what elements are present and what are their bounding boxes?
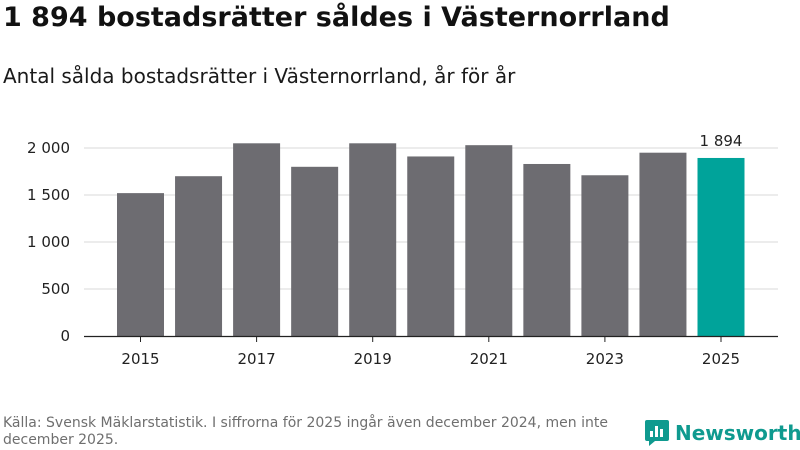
chart-title: 1 894 bostadsrätter såldes i Västernorrl… [3, 2, 670, 33]
axes: 0 500 1 000 1 500 2 000 2015 2017 2019 2021 2023 2… [27, 132, 778, 368]
y-tick-label: 2 000 [27, 139, 70, 157]
bar-2023 [581, 175, 629, 336]
bar-2019 [349, 143, 397, 336]
chart-subtitle: Antal sålda bostadsrätter i Västernorrla… [3, 64, 516, 88]
x-tick-label: 2025 [702, 350, 740, 368]
bar-2022 [523, 163, 571, 336]
x-tick-label: 2021 [470, 350, 508, 368]
bar-chart: 0 500 1 000 1 500 2 000 2015 2017 2019 2021 2023 2… [27, 132, 778, 368]
bar-2025 [697, 157, 745, 336]
bar-2015 [117, 193, 164, 336]
bar-2017 [233, 143, 281, 336]
x-tick-label: 2019 [354, 350, 392, 368]
x-tick-label: 2023 [586, 350, 624, 368]
x-tick-label: 2015 [121, 350, 159, 368]
data-label-2025: 1 894 [700, 132, 743, 150]
x-tick-label: 2017 [238, 350, 276, 368]
bar-2018 [291, 166, 339, 336]
y-tick-label: 1 500 [27, 186, 70, 204]
brand-name: Newsworthy [675, 421, 800, 445]
bar-2016 [175, 176, 223, 336]
newsworthy-logo-icon [645, 420, 669, 446]
bar-2024 [639, 152, 687, 336]
y-tick-label: 500 [41, 280, 70, 298]
y-tick-label: 1 000 [27, 233, 70, 251]
source-note: Källa: Svensk Mäklarstatistik. I siffror… [3, 415, 608, 448]
y-tick-label: 0 [60, 327, 70, 345]
bar-2020 [407, 156, 455, 336]
bars [117, 143, 745, 336]
bar-2021 [465, 145, 513, 336]
brand-logo: Newsworthy [644, 418, 800, 448]
